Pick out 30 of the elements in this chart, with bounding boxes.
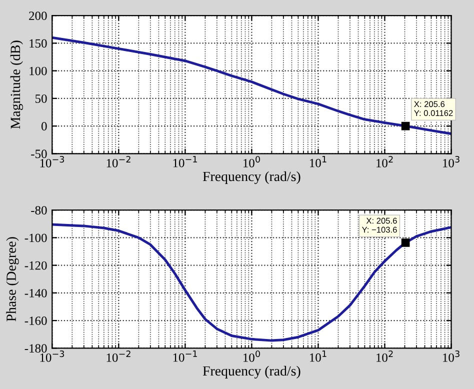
x-tick-label: 10$^{3}$ <box>443 156 460 168</box>
y-tick-label: 0 <box>42 122 47 130</box>
x-tick-label: 10$^{−1}$ <box>173 156 197 168</box>
x-tick-label: 10$^{2}$ <box>376 350 393 362</box>
y-tick-label: 150 <box>30 39 47 48</box>
y-tick-label: 100 <box>30 66 47 76</box>
x-tick-label: 10$^{1}$ <box>310 156 326 168</box>
y-tick-label: -120 <box>24 261 47 270</box>
x-tick-label: 10$^{3}$ <box>443 350 460 362</box>
x-tick-label: 10$^{2}$ <box>376 156 393 168</box>
x-tick-label: 10$^{0}$ <box>243 156 260 168</box>
y-tick-label: 50 <box>36 94 47 103</box>
x-axis-title: Frequency (rad/s) <box>202 366 300 379</box>
y-tick-label: -160 <box>24 316 47 325</box>
y-axis-title: Magnitude (dB) <box>10 40 23 129</box>
y-tick-label: -100 <box>24 234 47 242</box>
x-tick-label: 10$^{−2}$ <box>106 156 130 168</box>
y-tick-label: -50 <box>31 150 47 158</box>
x-axis-title: Frequency (rad/s) <box>202 171 300 184</box>
x-tick-label: 10$^{1}$ <box>310 350 326 362</box>
x-tick-label: 10$^{−1}$ <box>173 350 197 362</box>
annotation: X: 205.6 Y: 0.01162 <box>414 101 453 116</box>
y-tick-label: -140 <box>24 288 47 298</box>
annotation: X: 205.6 Y: −103.6 <box>362 218 397 233</box>
x-tick-label: 10$^{0}$ <box>243 350 260 362</box>
y-tick-label: 200 <box>29 12 47 20</box>
y-axis-title: Phase (Degree) <box>6 237 19 322</box>
x-tick-label: 10$^{−2}$ <box>106 350 130 362</box>
y-tick-label: -80 <box>31 206 47 215</box>
y-tick-label: -180 <box>24 344 47 353</box>
